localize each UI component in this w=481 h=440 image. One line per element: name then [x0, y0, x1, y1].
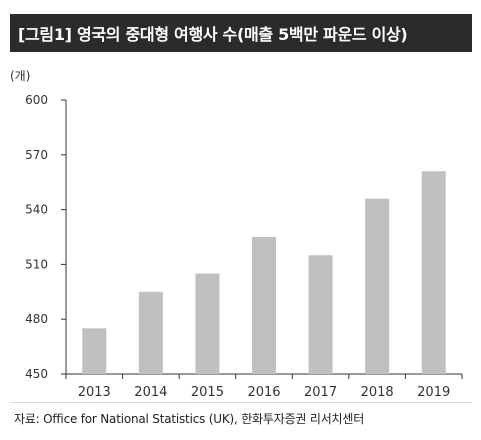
bar-2018 [365, 198, 390, 374]
chart-title: [그림1] 영국의 중대형 여행사 수(매출 5백만 파운드 이상) [18, 25, 408, 44]
bar-2013 [82, 328, 107, 374]
x-tick-label: 2018 [361, 385, 394, 400]
x-tick-label: 2014 [134, 385, 167, 400]
bar-2019 [421, 171, 446, 374]
source-note: 자료: Office for National Statistics (UK),… [14, 412, 365, 426]
y-tick-label: 570 [25, 148, 48, 162]
bar-2015 [195, 273, 220, 374]
y-tick-label: 510 [25, 257, 48, 271]
x-tick-label: 2019 [417, 385, 450, 400]
x-tick-label: 2017 [304, 385, 337, 400]
chart-area: (개) 450 480 510 540 570 600 2013 2014 2015 2016 20… [0, 52, 481, 402]
footer-divider [10, 402, 472, 403]
x-tick-label: 2015 [191, 385, 224, 400]
bar-2016 [252, 237, 276, 374]
bar-2017 [308, 255, 333, 374]
bar-chart: 450 480 510 540 570 600 2013 2014 2015 2016 2017 20… [25, 93, 463, 400]
x-tick-label: 2016 [247, 385, 280, 400]
x-tick-label: 2013 [78, 385, 111, 400]
y-tick-label: 450 [25, 367, 48, 381]
y-tick-label: 480 [25, 312, 48, 326]
y-tick-label: 540 [25, 203, 48, 217]
title-bar: [그림1] 영국의 중대형 여행사 수(매출 5백만 파운드 이상) [10, 14, 472, 52]
bar-2014 [138, 291, 163, 374]
y-tick-label: 600 [25, 93, 48, 107]
y-axis-unit-label: (개) [10, 69, 31, 83]
